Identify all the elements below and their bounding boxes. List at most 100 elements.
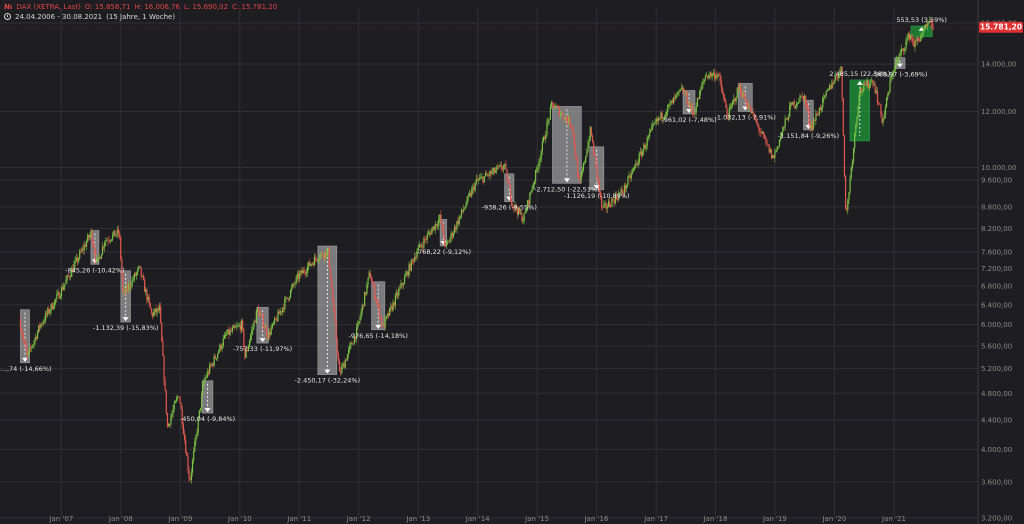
candle-body — [351, 342, 353, 345]
candle-body — [108, 240, 110, 242]
candle-body — [286, 297, 288, 299]
candle-body — [632, 168, 635, 171]
candle-body — [865, 83, 867, 86]
chart-grid — [0, 0, 979, 524]
candle-body — [464, 207, 466, 210]
candle-body — [428, 232, 431, 234]
instrument-name[interactable]: DAX (XETRA, Last) — [16, 3, 81, 11]
candle-body — [792, 101, 794, 105]
candle-body — [889, 80, 891, 92]
candle-body — [204, 378, 206, 381]
candle-body — [50, 303, 52, 311]
candle-body — [413, 259, 415, 262]
candle-body — [124, 290, 126, 293]
candle-body — [304, 272, 306, 274]
candle-body — [207, 371, 210, 374]
candle-body — [532, 184, 534, 190]
candle-body — [540, 150, 542, 159]
drawdown-box — [256, 306, 269, 344]
candle-body — [205, 377, 207, 379]
x-axis: Jan '07 Jan '08 Jan '09 Jan '10 Jan '11 Jan '… — [48, 515, 905, 523]
candle-body — [107, 239, 109, 241]
candle-body — [75, 257, 77, 261]
candle-body — [805, 95, 807, 104]
candle-body — [32, 344, 34, 348]
candle-body — [778, 140, 781, 147]
candle-body — [610, 205, 612, 207]
candle-body — [315, 256, 317, 259]
candle-body — [651, 126, 653, 130]
candle-body — [630, 173, 632, 179]
candle-body — [431, 229, 433, 235]
y-tick-label: 12.000,00 — [981, 108, 1017, 116]
ohlc-close: C: 15.781,20 — [232, 3, 278, 11]
candle-body — [692, 106, 694, 114]
candle-body — [753, 113, 755, 120]
candle-body — [915, 40, 917, 42]
candle-body — [689, 103, 692, 109]
candle-body — [174, 400, 177, 403]
candle-body — [54, 300, 56, 308]
candle-body — [332, 288, 334, 301]
annotation-arrow-head — [122, 317, 129, 322]
candle-body — [251, 330, 253, 336]
candle-body — [556, 106, 558, 107]
candle-body — [770, 149, 773, 159]
candle-body — [577, 160, 579, 177]
date-range: 24.04.2006 - 30.08.2021 — [15, 13, 103, 21]
candle-body — [300, 270, 302, 274]
candle-body — [507, 181, 509, 183]
candle-body — [65, 279, 67, 284]
candle-body — [511, 199, 513, 205]
candle-body — [658, 117, 660, 121]
candle-body — [769, 149, 771, 153]
candle-body — [516, 209, 518, 215]
clock-icon — [4, 13, 11, 20]
candle-body — [501, 169, 504, 170]
candle-body — [546, 122, 548, 136]
candle-body — [834, 75, 836, 82]
candle-body — [878, 102, 880, 104]
x-tick-label: Jan '10 — [227, 515, 252, 523]
candle-body — [817, 114, 819, 116]
candle-body — [807, 107, 809, 111]
candle-body — [868, 85, 871, 88]
candle-body — [199, 407, 202, 411]
candle-body — [142, 275, 145, 280]
candle-body — [162, 341, 164, 356]
x-tick-label: Jan '07 — [48, 515, 73, 523]
candle-body — [96, 258, 98, 261]
candle-body — [201, 394, 203, 408]
candle-body — [438, 219, 440, 226]
candle-body — [63, 286, 65, 290]
candle-body — [210, 364, 212, 366]
ticker-icon: № — [4, 3, 13, 11]
candle-body — [291, 287, 293, 291]
candle-body — [582, 162, 585, 171]
candle-body — [851, 161, 854, 168]
candle-body — [451, 232, 453, 237]
candle-body — [219, 344, 221, 352]
candle-body — [900, 48, 903, 53]
candle-body — [615, 195, 618, 199]
candle-body — [417, 247, 419, 253]
y-tick-label: 5.600,00 — [981, 342, 1012, 350]
candle-body — [822, 98, 824, 108]
candle-body — [767, 143, 769, 146]
candle-body — [860, 88, 863, 92]
x-tick-label: Jan '16 — [584, 515, 609, 523]
candle-body — [921, 34, 923, 37]
candle-body — [896, 59, 898, 63]
candle-body — [465, 204, 467, 208]
candle-body — [384, 318, 386, 328]
candle-body — [757, 122, 759, 126]
candle-body — [55, 298, 57, 301]
candle-body — [391, 306, 393, 311]
candle-body — [568, 117, 570, 123]
candle-body — [358, 321, 360, 324]
candle-body — [254, 321, 256, 323]
candle-body — [477, 179, 480, 181]
candle-body — [888, 91, 890, 95]
candle-body — [648, 132, 651, 137]
